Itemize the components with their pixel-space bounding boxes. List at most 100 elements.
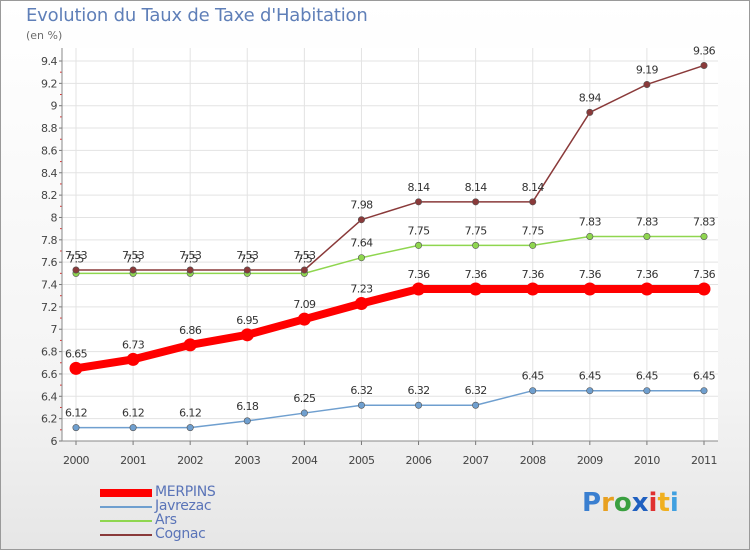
y-tick-label: 7.8 xyxy=(41,234,57,247)
data-point-merpins xyxy=(412,282,426,296)
data-point-ars xyxy=(586,232,594,240)
x-tick-label: 2007 xyxy=(463,454,489,467)
legend-label-merpins: MERPINS xyxy=(155,484,216,500)
data-label-javrezac: 6.32 xyxy=(465,384,487,397)
data-label-javrezac: 6.45 xyxy=(693,370,716,383)
data-point-cognac xyxy=(186,266,194,274)
data-label-cognac: 9.19 xyxy=(636,63,659,76)
logo-letter: t xyxy=(657,488,670,518)
data-label-javrezac: 6.45 xyxy=(522,370,545,383)
y-tick-label: 6.8 xyxy=(41,346,57,359)
data-label-ars: 7.83 xyxy=(579,215,602,228)
data-label-javrezac: 6.32 xyxy=(350,384,372,397)
data-point-merpins xyxy=(240,328,254,342)
legend-swatch-cognac xyxy=(100,534,152,536)
data-label-javrezac: 6.45 xyxy=(579,370,602,383)
data-point-javrezac xyxy=(472,401,480,409)
x-tick-label: 2004 xyxy=(291,454,317,467)
y-tick-label: 9.4 xyxy=(41,55,57,68)
data-label-cognac: 7.98 xyxy=(350,199,373,212)
data-point-cognac xyxy=(586,108,594,116)
data-label-cognac: 8.14 xyxy=(522,181,545,194)
legend-item-ars: Ars xyxy=(100,512,360,528)
data-point-merpins xyxy=(126,352,140,366)
data-label-merpins: 6.65 xyxy=(65,347,88,360)
legend-swatch-merpins xyxy=(100,489,152,497)
x-tick-label: 2009 xyxy=(577,454,603,467)
data-label-merpins: 7.36 xyxy=(522,268,545,281)
data-point-merpins xyxy=(297,312,311,326)
y-tick-label: 6.6 xyxy=(41,368,57,381)
data-point-javrezac xyxy=(529,387,537,395)
data-label-cognac: 7.53 xyxy=(236,249,259,262)
series-line-merpins xyxy=(72,285,708,373)
data-label-cognac: 7.53 xyxy=(65,249,88,262)
data-label-ars: 7.83 xyxy=(636,215,659,228)
y-tick-label: 7.6 xyxy=(41,256,57,269)
data-point-merpins xyxy=(469,282,483,296)
data-label-merpins: 6.95 xyxy=(236,314,259,327)
series-line-javrezac xyxy=(75,389,705,429)
x-tick-label: 2011 xyxy=(691,454,717,467)
y-tick-label: 8.6 xyxy=(41,144,57,157)
data-label-ars: 7.5 xyxy=(297,252,313,265)
logo-letter: r xyxy=(601,488,614,518)
data-point-cognac xyxy=(415,198,423,206)
data-label-javrezac: 6.12 xyxy=(179,407,201,420)
data-label-merpins: 7.36 xyxy=(636,268,659,281)
data-label-merpins: 7.09 xyxy=(293,298,316,311)
data-point-javrezac xyxy=(300,409,308,417)
data-point-javrezac xyxy=(186,424,194,432)
y-tick-label: 8.4 xyxy=(41,167,57,180)
data-point-merpins xyxy=(640,282,654,296)
data-label-ars: 7.5 xyxy=(125,252,141,265)
data-label-ars: 7.75 xyxy=(407,224,430,237)
data-point-cognac xyxy=(529,198,537,206)
x-tick-label: 2008 xyxy=(520,454,546,467)
series-line-cognac xyxy=(75,64,705,271)
data-point-ars xyxy=(357,254,365,262)
data-label-merpins: 7.36 xyxy=(407,268,430,281)
data-point-cognac xyxy=(643,80,651,88)
x-tick-label: 2002 xyxy=(177,454,203,467)
data-label-merpins: 7.36 xyxy=(465,268,488,281)
data-point-cognac xyxy=(129,266,137,274)
data-point-merpins xyxy=(526,282,540,296)
y-tick-label: 8.8 xyxy=(41,122,57,135)
x-tick-label: 2006 xyxy=(406,454,432,467)
data-label-ars: 7.64 xyxy=(350,237,373,250)
data-label-merpins: 6.86 xyxy=(179,324,202,337)
data-point-javrezac xyxy=(243,417,251,425)
logo-letter: i xyxy=(648,488,658,518)
series-line-ars xyxy=(75,235,705,275)
data-label-ars: 7.75 xyxy=(522,224,545,237)
line-chart: 6 6.2 6.4 6.6 6.8 7 7.2 7.4 7.6 7.8 8 8.2 8.4 8.6 8.8 9… xyxy=(41,44,718,467)
legend-label-cognac: Cognac xyxy=(155,526,206,542)
legend: MERPINS Javrezac Ars Cognac xyxy=(100,484,360,542)
data-point-ars xyxy=(643,232,651,240)
y-tick-label: 7.4 xyxy=(41,279,57,292)
data-point-javrezac xyxy=(586,387,594,395)
data-label-javrezac: 6.32 xyxy=(407,384,429,397)
x-tick-label: 2010 xyxy=(634,454,660,467)
y-tick-label: 7 xyxy=(51,323,58,336)
y-tick-label: 9 xyxy=(51,100,58,113)
x-tick-label: 2005 xyxy=(348,454,374,467)
legend-label-ars: Ars xyxy=(155,512,177,528)
y-tick-label: 6 xyxy=(51,435,58,448)
chart-title: Evolution du Taux de Taxe d'Habitation xyxy=(26,5,368,26)
logo-letter: P xyxy=(582,488,602,518)
data-label-cognac: 7.53 xyxy=(293,249,316,262)
data-point-javrezac xyxy=(357,401,365,409)
x-tick-label: 2000 xyxy=(63,454,89,467)
data-label-ars: 7.83 xyxy=(693,215,716,228)
data-label-ars: 7.5 xyxy=(239,252,255,265)
data-point-cognac xyxy=(243,266,251,274)
data-label-cognac: 8.94 xyxy=(579,91,602,104)
data-point-cognac xyxy=(300,266,308,274)
x-tick-label: 2001 xyxy=(120,454,146,467)
y-tick-label: 8 xyxy=(51,211,58,224)
data-point-ars xyxy=(415,241,423,249)
legend-swatch-javrezac xyxy=(100,506,152,508)
data-label-cognac: 8.14 xyxy=(407,181,430,194)
